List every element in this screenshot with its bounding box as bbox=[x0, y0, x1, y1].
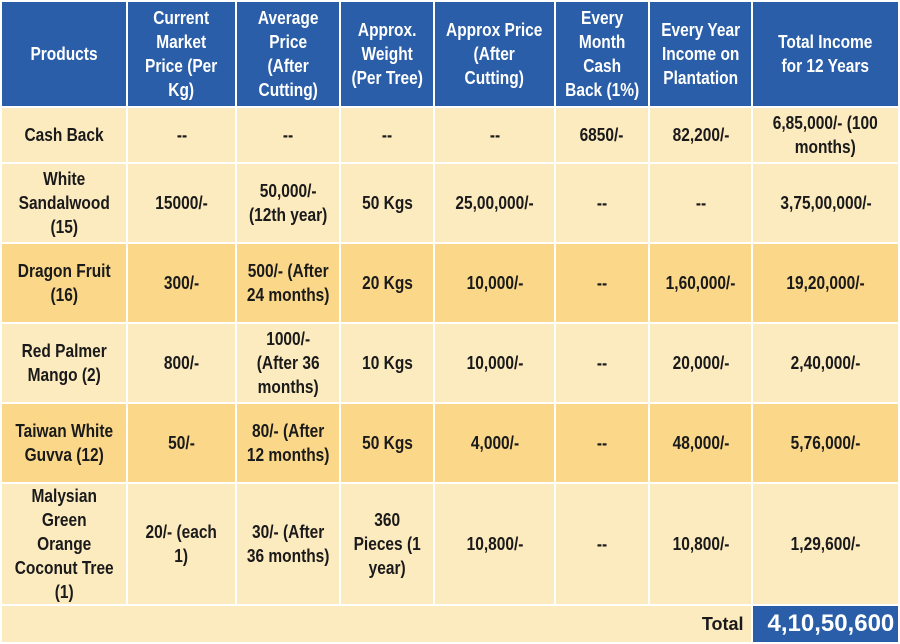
cell-approx-price: 10,000/- bbox=[435, 244, 554, 322]
cell-monthly-cashback: 6850/- bbox=[555, 108, 649, 162]
table-row: Dragon Fruit (16) 300/- 500/- (After 24 … bbox=[2, 244, 898, 322]
cell-product: Dragon Fruit (16) bbox=[2, 244, 127, 322]
table-row: White Sandalwood (15) 15000/- 50,000/- (… bbox=[2, 164, 898, 242]
header-products: Products bbox=[2, 2, 127, 106]
cell-yearly-income: 1,60,000/- bbox=[650, 244, 752, 322]
cell-product: Malysian Green Orange Coconut Tree (1) bbox=[2, 484, 127, 604]
cell-weight: 20 Kgs bbox=[341, 244, 434, 322]
cell-yearly-income: 10,800/- bbox=[650, 484, 752, 604]
cell-total-income: 5,76,000/- bbox=[753, 404, 898, 482]
total-row: Total 4,10,50,600 bbox=[2, 606, 898, 642]
cell-total-income: 19,20,000/- bbox=[753, 244, 898, 322]
cell-approx-price: 4,000/- bbox=[435, 404, 554, 482]
table-row: Red Palmer Mango (2) 800/- 1000/- (After… bbox=[2, 324, 898, 402]
header-yearly-income: Every Year Income on Plantation bbox=[650, 2, 752, 106]
cell-market-price: 20/- (each 1) bbox=[128, 484, 235, 604]
cell-market-price: 15000/- bbox=[128, 164, 235, 242]
cell-average-price: 500/- (After 24 months) bbox=[236, 244, 340, 322]
cell-approx-price: -- bbox=[435, 108, 554, 162]
cell-weight: 50 Kgs bbox=[341, 164, 434, 242]
cell-weight: 50 Kgs bbox=[341, 404, 434, 482]
cell-yearly-income: 48,000/- bbox=[650, 404, 752, 482]
cell-weight: -- bbox=[341, 108, 434, 162]
cell-average-price: 30/- (After 36 months) bbox=[236, 484, 340, 604]
cell-market-price: 50/- bbox=[128, 404, 235, 482]
cell-market-price: -- bbox=[128, 108, 235, 162]
cell-product: White Sandalwood (15) bbox=[2, 164, 127, 242]
table-row: Taiwan White Guvva (12) 50/- 80/- (After… bbox=[2, 404, 898, 482]
cell-product: Taiwan White Guvva (12) bbox=[2, 404, 127, 482]
cell-average-price: 1000/- (After 36 months) bbox=[236, 324, 340, 402]
cell-total-income: 3,75,00,000/- bbox=[753, 164, 898, 242]
cell-approx-price: 10,000/- bbox=[435, 324, 554, 402]
header-market-price: Current Market Price (Per Kg) bbox=[128, 2, 235, 106]
cell-approx-price: 10,800/- bbox=[435, 484, 554, 604]
cell-product: Red Palmer Mango (2) bbox=[2, 324, 127, 402]
cell-yearly-income: 82,200/- bbox=[650, 108, 752, 162]
total-label: Total bbox=[2, 606, 752, 642]
cell-yearly-income: 20,000/- bbox=[650, 324, 752, 402]
cell-market-price: 300/- bbox=[128, 244, 235, 322]
header-average-price: Average Price (After Cutting) bbox=[236, 2, 340, 106]
cell-total-income: 6,85,000/- (100 months) bbox=[753, 108, 898, 162]
header-approx-weight: Approx. Weight (Per Tree) bbox=[341, 2, 434, 106]
total-value: 4,10,50,600 bbox=[753, 606, 898, 642]
cell-product: Cash Back bbox=[2, 108, 127, 162]
cell-market-price: 800/- bbox=[128, 324, 235, 402]
cell-total-income: 2,40,000/- bbox=[753, 324, 898, 402]
header-row: Products Current Market Price (Per Kg) A… bbox=[2, 2, 898, 106]
header-approx-price: Approx Price (After Cutting) bbox=[435, 2, 554, 106]
cell-average-price: 50,000/- (12th year) bbox=[236, 164, 340, 242]
cell-average-price: 80/- (After 12 months) bbox=[236, 404, 340, 482]
cell-monthly-cashback: -- bbox=[555, 324, 649, 402]
cell-weight: 10 Kgs bbox=[341, 324, 434, 402]
cell-approx-price: 25,00,000/- bbox=[435, 164, 554, 242]
cell-total-income: 1,29,600/- bbox=[753, 484, 898, 604]
cell-average-price: -- bbox=[236, 108, 340, 162]
cell-monthly-cashback: -- bbox=[555, 244, 649, 322]
cell-monthly-cashback: -- bbox=[555, 404, 649, 482]
cell-monthly-cashback: -- bbox=[555, 484, 649, 604]
table-row: Cash Back -- -- -- -- 6850/- 82,200/- 6,… bbox=[2, 108, 898, 162]
header-monthly-cashback: Every Month Cash Back (1%) bbox=[555, 2, 649, 106]
cell-yearly-income: -- bbox=[650, 164, 752, 242]
table-row: Malysian Green Orange Coconut Tree (1) 2… bbox=[2, 484, 898, 604]
cell-weight: 360 Pieces (1 year) bbox=[341, 484, 434, 604]
header-total-income: Total Income for 12 Years bbox=[753, 2, 898, 106]
cell-monthly-cashback: -- bbox=[555, 164, 649, 242]
